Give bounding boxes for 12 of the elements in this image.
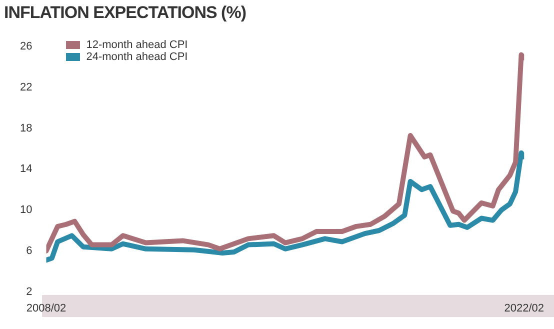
legend-label: 24-month ahead CPI	[86, 50, 188, 63]
x-tick-label: 2022/02	[504, 302, 544, 314]
y-tick-label: 18	[20, 122, 32, 134]
y-tick-label: 10	[20, 204, 32, 216]
x-tick-label: 2008/02	[26, 302, 66, 314]
y-tick-label: 6	[26, 244, 32, 257]
y-tick-label: 26	[20, 40, 32, 53]
chart-title: INFLATION EXPECTATIONS (%)	[4, 3, 246, 23]
y-tick-label: 2	[26, 286, 32, 298]
y-tick-label: 22	[20, 82, 32, 94]
y-tick-label: 14	[20, 163, 32, 176]
legend-label: 12-month ahead CPI	[86, 38, 188, 51]
